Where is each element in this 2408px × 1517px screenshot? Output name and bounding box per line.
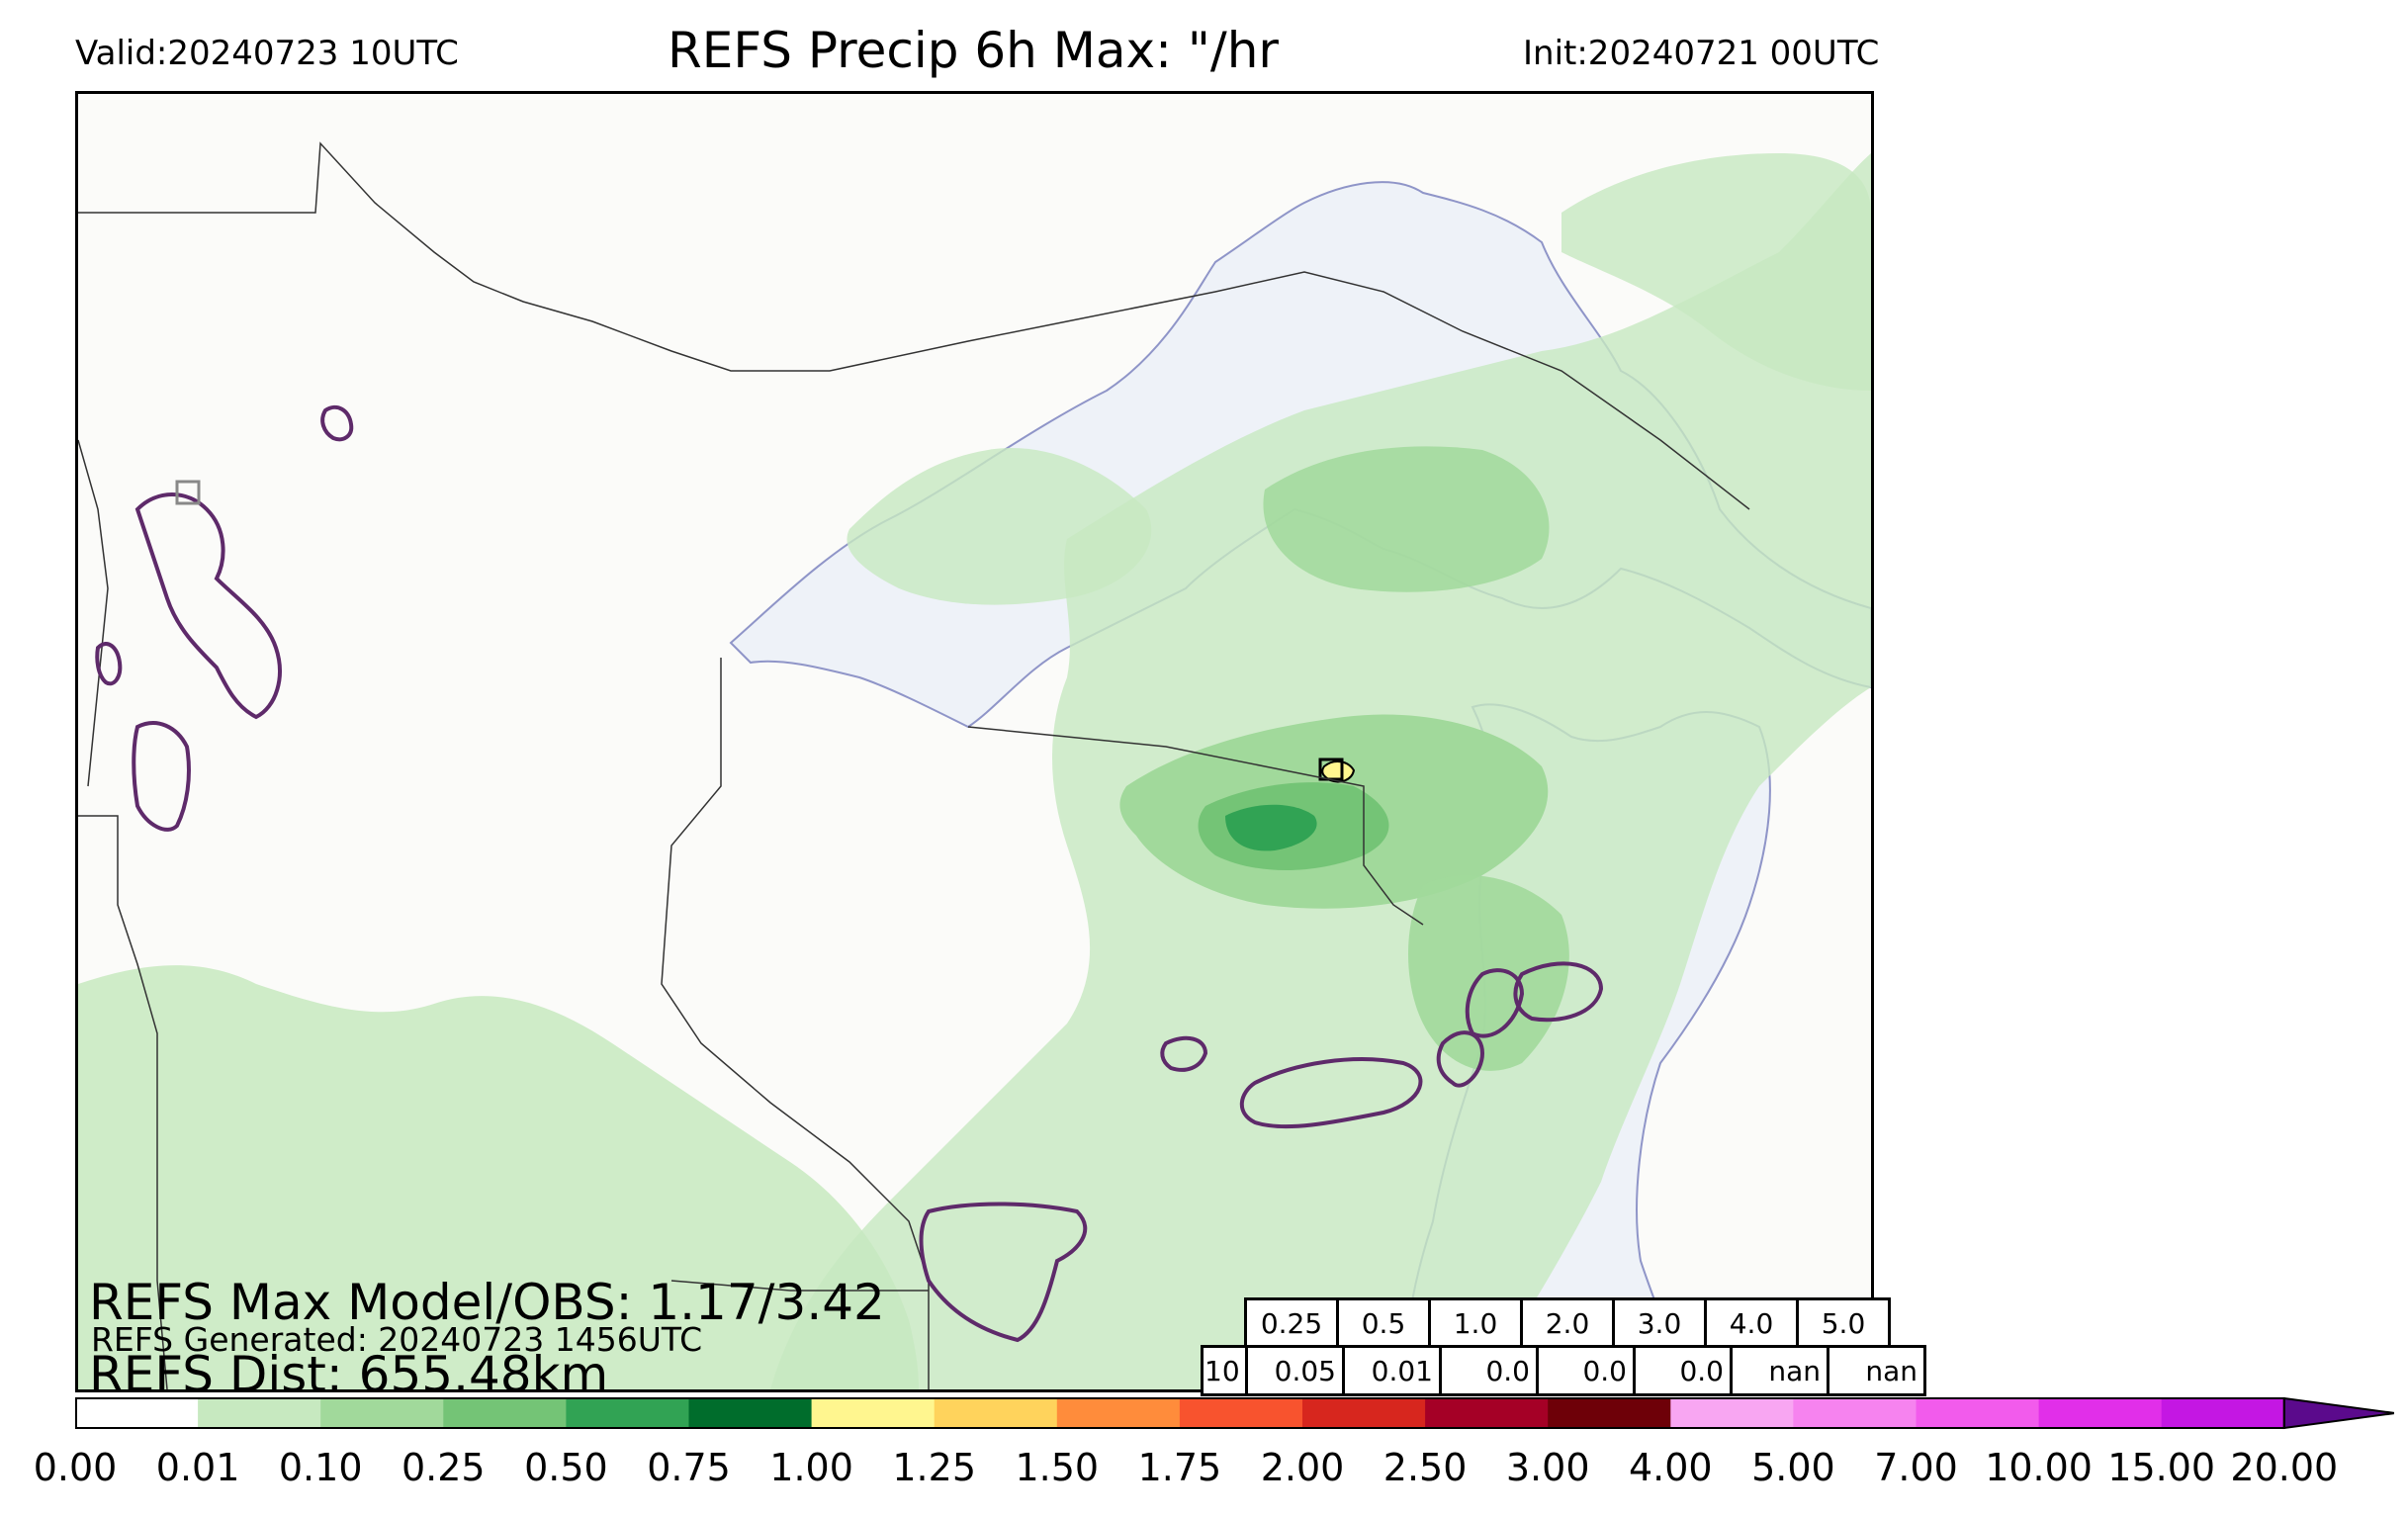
colorbar-tick-label: 0.25	[401, 1446, 486, 1489]
map-panel[interactable]	[75, 91, 1874, 1392]
colorbar-segment	[75, 1398, 199, 1428]
colorbar-segment	[1548, 1398, 1671, 1428]
value-cell: 0.01	[1342, 1345, 1442, 1396]
colorbar-segment	[1302, 1398, 1426, 1428]
obs-contour-8	[1513, 961, 1604, 1023]
precip-light-ne	[1561, 153, 1871, 391]
colorbar-tick-label: 7.00	[1874, 1446, 1958, 1489]
colorbar	[75, 1396, 2394, 1430]
border-state-1	[78, 815, 168, 1389]
colorbar-tick-label: 0.01	[155, 1446, 240, 1489]
colorbar-segment	[1793, 1398, 1917, 1428]
value-cell: 0.05	[1245, 1345, 1345, 1396]
valid-time-label: Valid:20240723 10UTC	[75, 34, 459, 73]
precip-light-north	[847, 448, 1152, 605]
value-cell: nan	[1827, 1345, 1926, 1396]
obs-contour-10	[919, 1202, 1088, 1343]
threshold-value-row: 10 0.05 0.01 0.0 0.0 0.0 nan nan	[1201, 1345, 1926, 1396]
threshold-cell: 0.25	[1244, 1297, 1339, 1349]
colorbar-tick-label: 0.00	[33, 1446, 118, 1489]
colorbar-tick-label: 1.25	[892, 1446, 976, 1489]
border-state-2	[661, 658, 930, 1389]
colorbar-segment	[1425, 1398, 1549, 1428]
threshold-cell: 4.0	[1704, 1297, 1799, 1349]
obs-contour-7	[1465, 968, 1525, 1038]
colorbar-tick-label: 3.00	[1505, 1446, 1590, 1489]
colorbar-segment	[198, 1398, 321, 1428]
colorbar-tick-label: 5.00	[1751, 1446, 1835, 1489]
colorbar-segment	[320, 1398, 444, 1428]
colorbar-segment	[811, 1398, 936, 1428]
border-state-5	[670, 1280, 929, 1292]
distance-label: REFS Dist: 655.48km	[89, 1346, 609, 1403]
colorbar-tick-label: 4.00	[1628, 1446, 1713, 1489]
colorbar-segment	[1670, 1398, 1794, 1428]
threshold-cell: 0.5	[1336, 1297, 1431, 1349]
obs-contour-3	[95, 642, 123, 686]
colorbar-tick-label: 0.10	[278, 1446, 363, 1489]
precip-map	[78, 141, 1871, 1389]
colorbar-segment	[2038, 1398, 2163, 1428]
value-cell: nan	[1730, 1345, 1829, 1396]
colorbar-segment	[566, 1398, 689, 1428]
obs-contour-1	[134, 492, 282, 720]
border-state-3	[967, 726, 1424, 926]
border-state-4	[78, 439, 109, 787]
value-cell: 0.0	[1633, 1345, 1733, 1396]
threshold-cell: 5.0	[1796, 1297, 1891, 1349]
colorbar-tick-label: 20.00	[2230, 1446, 2339, 1489]
colorbar-tick-label: 1.00	[769, 1446, 853, 1489]
threshold-lead-cell: 10	[1201, 1345, 1248, 1396]
obs-contour-9	[1160, 1035, 1208, 1072]
obs-contour-5	[1239, 1057, 1423, 1129]
init-time-label: Init:20240721 00UTC	[1523, 34, 1880, 73]
obs-contour-4	[320, 404, 354, 442]
map-title: REFS Precip 6h Max: "/hr	[668, 22, 1279, 79]
generated-time-label: REFS Generated: 20240723 1456UTC	[91, 1320, 703, 1359]
colorbar-segment	[2161, 1398, 2285, 1428]
colorbar-tick-label: 1.50	[1015, 1446, 1100, 1489]
colorbar-segment	[1056, 1398, 1181, 1428]
colorbar-outline	[75, 1397, 2285, 1429]
colorbar-tick-label: 0.75	[647, 1446, 731, 1489]
max-model-obs-label: REFS Max Model/OBS: 1.17/3.42	[89, 1274, 885, 1331]
colorbar-segment	[688, 1398, 813, 1428]
colorbar-segment	[1916, 1398, 2040, 1428]
threshold-cell: 2.0	[1520, 1297, 1615, 1349]
colorbar-segment	[934, 1398, 1058, 1428]
observation-box-west	[175, 480, 201, 505]
colorbar-tick-label: 2.00	[1260, 1446, 1345, 1489]
colorbar-tick-label: 1.75	[1137, 1446, 1222, 1489]
colorbar-tick-label: 0.50	[524, 1446, 608, 1489]
precip-darkest-core	[1225, 804, 1317, 851]
value-cell: 0.0	[1439, 1345, 1539, 1396]
colorbar-segment	[443, 1398, 567, 1428]
colorbar-tick-label: 10.00	[1985, 1446, 2093, 1489]
threshold-cell: 3.0	[1612, 1297, 1707, 1349]
colorbar-extend-arrow	[2282, 1396, 2394, 1430]
precip-medium-ne	[1263, 446, 1550, 592]
obs-contour-2	[132, 721, 191, 832]
colorbar-tick-label: 2.50	[1382, 1446, 1468, 1489]
obs-contour-6	[1436, 1030, 1485, 1088]
threshold-header-row: 0.25 0.5 1.0 2.0 3.0 4.0 5.0	[1244, 1297, 1891, 1349]
value-cell: 0.0	[1536, 1345, 1636, 1396]
colorbar-segment	[1179, 1398, 1303, 1428]
colorbar-tick-label: 15.00	[2107, 1446, 2216, 1489]
border-canada	[78, 141, 1750, 510]
threshold-cell: 1.0	[1428, 1297, 1523, 1349]
